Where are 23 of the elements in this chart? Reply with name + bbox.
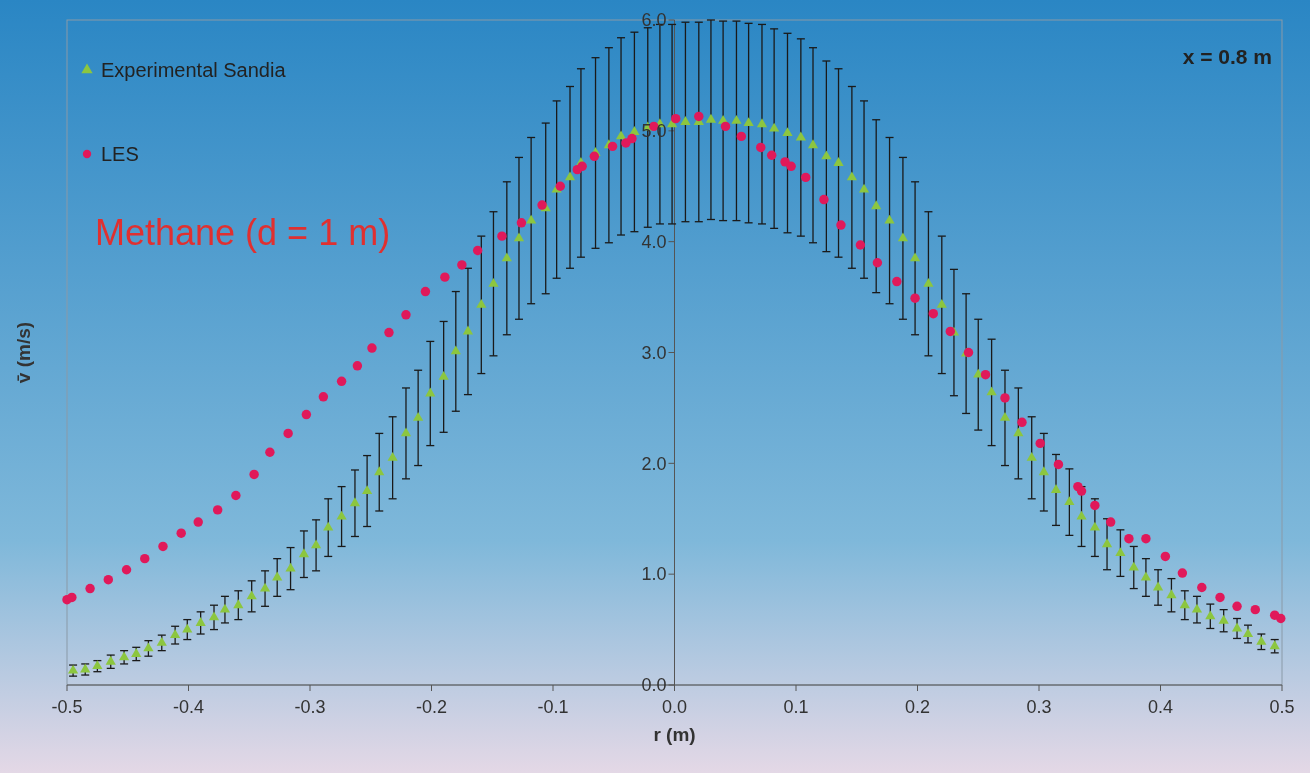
x-tick-label: 0.4 bbox=[1147, 697, 1174, 717]
y-tick-label: 4.0 bbox=[641, 231, 667, 252]
legend-label: Experimental Sandia bbox=[101, 59, 287, 81]
y-tick-label: 2.0 bbox=[641, 453, 667, 474]
x-tick-label: -0.4 bbox=[172, 697, 205, 717]
y-tick-label: 6.0 bbox=[641, 10, 667, 31]
x-tick-label: 0.0 bbox=[661, 697, 688, 717]
x-tick-label: -0.1 bbox=[537, 697, 569, 717]
y-tick-label: 1.0 bbox=[641, 564, 667, 585]
legend-label: LES bbox=[101, 143, 139, 165]
x-tick-label: 0.3 bbox=[1026, 697, 1052, 717]
annotation: x = 0.8 m bbox=[1182, 45, 1272, 68]
x-tick-label: 0.1 bbox=[783, 697, 809, 717]
annotation: Methane (d = 1 m) bbox=[95, 212, 391, 253]
x-tick-label: -0.2 bbox=[415, 697, 448, 717]
x-tick-label: 0.2 bbox=[904, 697, 931, 717]
y-tick-label: 0.0 bbox=[641, 675, 667, 696]
y-tick-label: 3.0 bbox=[641, 342, 667, 363]
x-tick-label: 0.5 bbox=[1269, 697, 1295, 717]
x-axis-title: r (m) bbox=[653, 724, 696, 745]
x-tick-label: -0.5 bbox=[51, 697, 83, 717]
x-tick-label: -0.3 bbox=[294, 697, 326, 717]
y-axis-title: v̄ (m/s) bbox=[13, 321, 34, 384]
